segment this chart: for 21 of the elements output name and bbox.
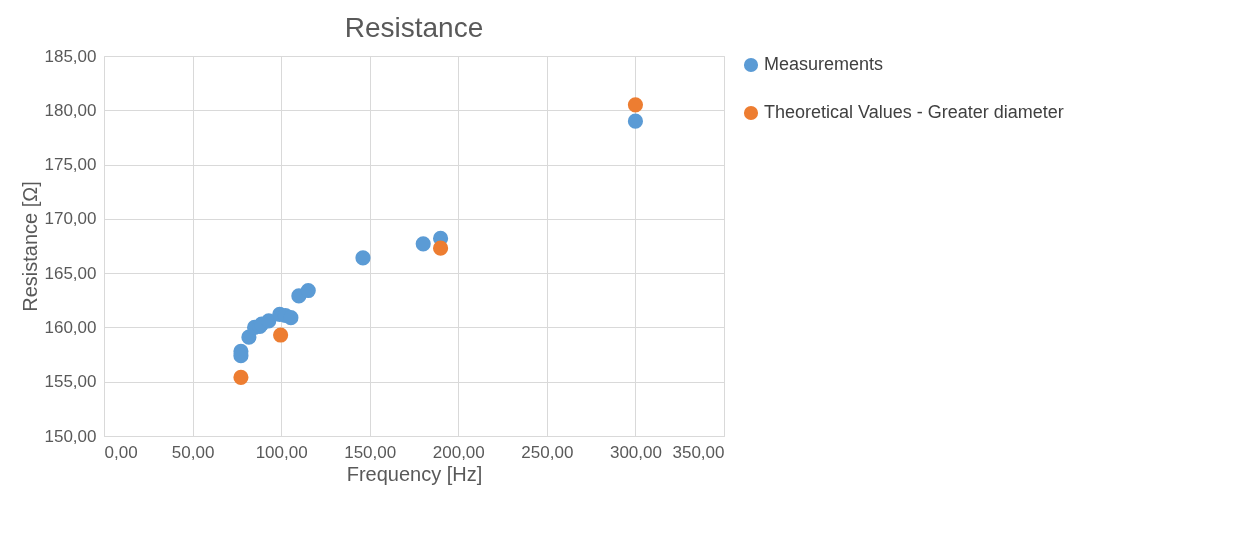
legend-label: Measurements (764, 54, 884, 74)
x-axis-title: Frequency [Hz] (346, 462, 483, 485)
chart-title: Resistance (344, 12, 484, 43)
x-tick-label: 100,00 (255, 442, 308, 462)
y-tick-label: 155,00 (44, 372, 97, 392)
y-tick-label: 185,00 (44, 46, 97, 66)
y-tick-label: 180,00 (44, 100, 97, 120)
x-tick-label: 250,00 (521, 442, 574, 462)
y-tick-label: 175,00 (44, 155, 97, 175)
x-tick-label: 150,00 (344, 442, 397, 462)
x-tick-label: 350,00 (672, 442, 725, 462)
x-tick-label: 50,00 (171, 442, 215, 462)
legend-label: Theoretical Values - Greater diameter (764, 102, 1064, 122)
x-tick-label: 200,00 (432, 442, 485, 462)
y-tick-label: 160,00 (44, 317, 97, 337)
y-tick-label: 170,00 (44, 209, 97, 229)
y-tick-label: 150,00 (44, 426, 97, 446)
x-tick-label: 0,00 (104, 442, 138, 462)
x-tick-label: 300,00 (609, 442, 662, 462)
y-tick-label: 165,00 (44, 263, 97, 283)
y-axis-title: Resistance [Ω] (18, 181, 41, 312)
